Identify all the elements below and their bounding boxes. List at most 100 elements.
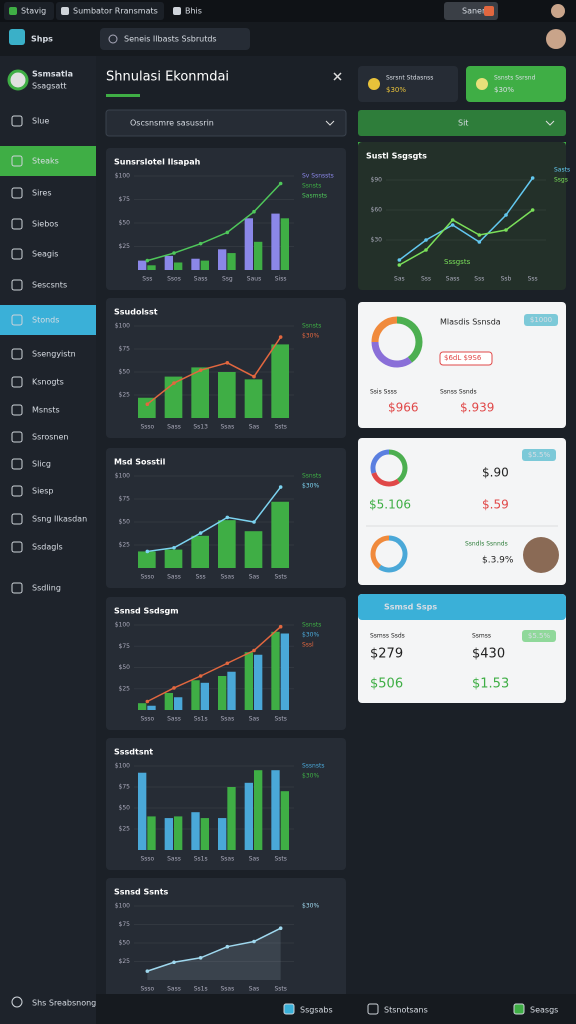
stat-card[interactable] — [466, 66, 566, 102]
chart-title: Ssnsd Ssnts — [114, 888, 169, 897]
line-point — [172, 686, 176, 690]
y-tick-label: $100 — [115, 763, 130, 770]
nav-item[interactable]: Ssengyistn — [32, 350, 76, 359]
line-point — [450, 218, 455, 222]
footer-icon[interactable] — [513, 1003, 525, 1015]
nav-item[interactable]: Siebos — [32, 220, 58, 229]
stat-label: Ssnss Ssnds — [440, 389, 477, 396]
selector-text[interactable]: Sit — [458, 119, 468, 128]
x-tick-label: Sas — [249, 856, 260, 863]
tab-title[interactable]: Stavig — [21, 7, 46, 16]
sidebar — [0, 56, 96, 1024]
legend-item: Ssnsts — [302, 183, 321, 190]
selector[interactable] — [358, 110, 566, 136]
y-tick-label: $25 — [119, 826, 131, 833]
nav-item[interactable]: Ksnogts — [32, 378, 64, 387]
stat-label: Ssnsts Ssrsnd — [494, 75, 536, 82]
stat-card[interactable] — [358, 66, 458, 102]
nav-item[interactable]: Slue — [32, 117, 49, 126]
bar — [227, 671, 236, 710]
chart-title: Sssdtsnt — [114, 748, 153, 757]
footer-button[interactable]: Stsnotsans — [384, 1006, 428, 1015]
nav-item[interactable]: Steaks — [32, 157, 59, 166]
bar — [174, 262, 183, 270]
line-point — [198, 956, 203, 960]
bar — [200, 682, 209, 710]
nav-item[interactable]: Siesp — [32, 487, 53, 496]
tab-title[interactable]: Sumbator Rransmats — [73, 7, 158, 16]
selector-text[interactable]: Oscsnsmre sasussrin — [130, 119, 214, 128]
line-point — [504, 228, 508, 232]
x-tick-label: Ssts — [274, 574, 286, 581]
footer-icon[interactable] — [283, 1003, 295, 1015]
logo-icon — [9, 29, 25, 45]
line — [398, 177, 534, 261]
nav-item[interactable]: Ssdling — [32, 584, 61, 593]
x-tick-label: Sss — [474, 276, 484, 283]
browser-tab[interactable] — [168, 2, 428, 20]
nav-item[interactable]: Stonds — [32, 316, 59, 325]
donut-segment — [371, 471, 400, 487]
nav-item[interactable]: Sires — [32, 189, 52, 198]
tab-title[interactable]: Bhis — [185, 7, 202, 16]
footer-icon[interactable] — [367, 1003, 379, 1015]
profile-sub: Ssagsatt — [32, 82, 67, 91]
account-button[interactable] — [444, 2, 498, 20]
donut-segment — [396, 316, 423, 363]
nav-item[interactable]: Slicg — [32, 460, 51, 469]
bar — [191, 258, 200, 270]
donut-segment — [370, 449, 390, 474]
y-tick-label: $60 — [371, 207, 383, 214]
footer-button[interactable]: Seasgs — [530, 1006, 558, 1015]
bar — [271, 631, 280, 710]
legend-item: Sasts — [554, 167, 570, 174]
line-point — [172, 960, 176, 965]
nav-icon — [11, 458, 23, 470]
nav-item[interactable]: Ssng Ilkasdan — [32, 515, 87, 524]
line-point — [504, 213, 508, 217]
line-point — [225, 515, 230, 520]
bar — [138, 703, 147, 710]
close-icon[interactable] — [333, 72, 342, 81]
line-point — [278, 624, 283, 629]
spend-header — [358, 594, 566, 620]
selector[interactable] — [105, 109, 347, 137]
line-point — [145, 258, 150, 263]
nav-icon — [11, 582, 23, 594]
spend-title: Ssmsd Ssps — [384, 603, 437, 612]
nav-item[interactable]: Ssdagls — [32, 543, 63, 552]
browser-tab[interactable] — [56, 2, 164, 20]
nav-item[interactable]: Ssrosnen — [32, 433, 68, 442]
bar — [271, 213, 280, 270]
line-point — [172, 251, 176, 255]
bar — [147, 816, 156, 850]
nav-item[interactable]: Msnsts — [32, 406, 60, 415]
x-tick-label: Ssas — [220, 986, 234, 993]
y-tick-label: $75 — [119, 496, 131, 503]
bar — [227, 253, 236, 270]
nav-active[interactable] — [0, 146, 96, 176]
stat-value: $506 — [370, 677, 403, 692]
nav-item[interactable]: Sescsnts — [32, 281, 67, 290]
x-tick-label: Ssso — [140, 574, 154, 581]
footer-button[interactable]: Ssgsabs — [300, 1006, 333, 1015]
line-point — [530, 176, 535, 180]
pill — [439, 351, 493, 366]
x-tick-label: Sas — [249, 424, 260, 431]
sidebar-footer[interactable]: Shs Sreabsnong — [32, 999, 96, 1008]
line-point — [198, 674, 203, 678]
legend-item: $30% — [302, 773, 319, 780]
y-tick-label: $25 — [119, 542, 131, 549]
nav-active[interactable] — [0, 305, 96, 335]
badge-text: $5.5% — [528, 451, 551, 459]
tab-icon — [9, 7, 17, 15]
bar — [271, 770, 280, 850]
search-placeholder[interactable]: Seneis Ilbasts Ssbrutds — [124, 35, 217, 44]
search-box[interactable] — [100, 28, 250, 50]
nav-item[interactable]: Seagis — [32, 250, 58, 259]
user-avatar[interactable] — [546, 29, 566, 49]
stat-value: $30% — [494, 86, 514, 94]
account-name[interactable]: Sanen — [462, 7, 487, 16]
browser-tab[interactable] — [4, 2, 54, 20]
stat-icon — [368, 78, 380, 90]
